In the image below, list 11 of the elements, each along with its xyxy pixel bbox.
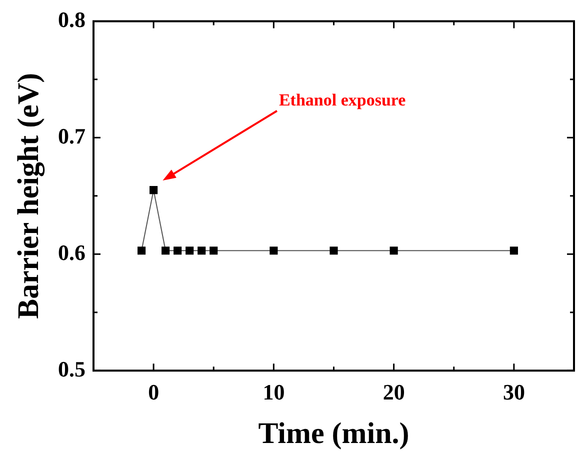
x-tick-label: 30 [502, 379, 525, 404]
x-tick-label: 10 [262, 379, 285, 404]
x-axis-title: Time (min.) [258, 416, 410, 450]
x-tick-label: 0 [148, 379, 160, 404]
annotation: Ethanol exposure [278, 90, 406, 110]
y-axis-title: Barrier height (eV) [12, 72, 45, 319]
y-tick-label: 0.6 [58, 240, 86, 265]
x-tick-label: 20 [382, 379, 405, 404]
y-tick-label: 0.5 [58, 356, 86, 382]
y-tick-label: 0.8 [58, 6, 86, 32]
y-tick-label: 0.7 [58, 123, 86, 148]
